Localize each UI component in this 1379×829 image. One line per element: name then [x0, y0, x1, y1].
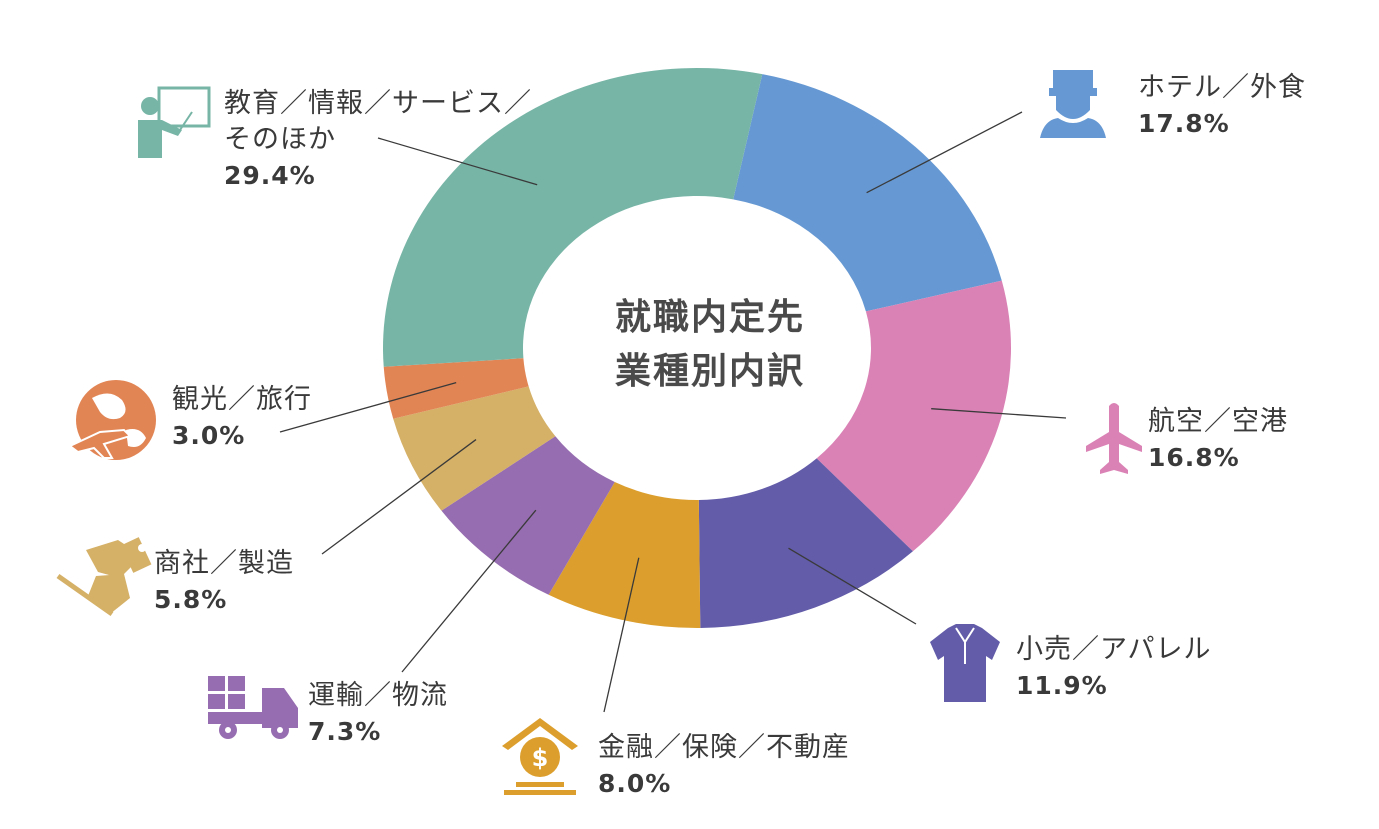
label-value: 16.8%	[1148, 443, 1240, 472]
chart-title-line-1: 就職内定先	[614, 296, 805, 338]
leader-line-trading	[321, 439, 477, 555]
label-name: 金融／保険／不動産	[598, 732, 850, 763]
globe-plane-icon	[68, 380, 156, 460]
label-value: 3.0%	[172, 421, 246, 450]
chart-title-line-2: 業種別内訳	[614, 350, 805, 392]
leader-line-transport	[401, 509, 537, 673]
leader-line-education	[377, 137, 538, 186]
label-education: 教育／情報／サービス／ そのほか 29.4%	[224, 86, 532, 194]
slice-education	[383, 68, 763, 367]
label-name-line-2: そのほか	[224, 124, 336, 155]
shirt-icon	[930, 624, 1000, 702]
label-trading: 商社／製造 5.8%	[154, 546, 294, 618]
label-name: 航空／空港	[1148, 406, 1288, 437]
leader-line-hotel	[866, 111, 1023, 194]
icons: $	[56, 70, 1142, 795]
label-name: 小売／アパレル	[1016, 634, 1212, 665]
truck-wheel-hubs	[225, 727, 283, 733]
airplane-icon	[1086, 403, 1142, 474]
label-transport: 運輸／物流 7.3%	[308, 678, 448, 750]
label-name-line-1: 教育／情報／サービス／	[224, 88, 532, 119]
leader-line-airline	[931, 408, 1067, 419]
label-name: ホテル／外食	[1138, 72, 1306, 103]
slice-trading	[393, 386, 556, 511]
label-value: 7.3%	[308, 717, 382, 746]
label-retail: 小売／アパレル 11.9%	[1016, 632, 1211, 704]
label-tourism: 観光／旅行 3.0%	[172, 382, 312, 454]
label-name: 観光／旅行	[172, 384, 312, 415]
chart-title: 就職内定先 業種別内訳	[560, 290, 860, 398]
slices	[383, 68, 1011, 628]
leader-line-finance	[603, 557, 640, 713]
slice-retail	[698, 458, 913, 628]
label-value: 8.0%	[598, 769, 672, 798]
label-name: 商社／製造	[154, 548, 294, 579]
truck-icon	[208, 676, 298, 739]
label-name: 運輸／物流	[308, 680, 448, 711]
leader-line-tourism	[279, 382, 457, 433]
hotel-staff-icon	[1040, 70, 1106, 138]
label-hotel: ホテル／外食 17.8%	[1138, 70, 1306, 142]
label-airline: 航空／空港 16.8%	[1148, 404, 1288, 476]
label-value: 5.8%	[154, 585, 228, 614]
slice-transport	[441, 436, 615, 595]
leader-line-retail	[788, 547, 917, 625]
slice-finance	[548, 481, 701, 628]
slice-airline	[816, 280, 1011, 552]
label-value: 29.4%	[224, 161, 316, 190]
dollar-icon: $	[532, 744, 549, 772]
label-value: 11.9%	[1016, 671, 1108, 700]
leader-lines	[279, 111, 1067, 713]
money-house-icon	[502, 718, 578, 795]
teacher-icon	[138, 86, 211, 158]
label-finance: 金融／保険／不動産 8.0%	[598, 730, 850, 802]
label-value: 17.8%	[1138, 109, 1230, 138]
handshake-icon	[56, 537, 152, 617]
slice-tourism	[383, 358, 529, 419]
